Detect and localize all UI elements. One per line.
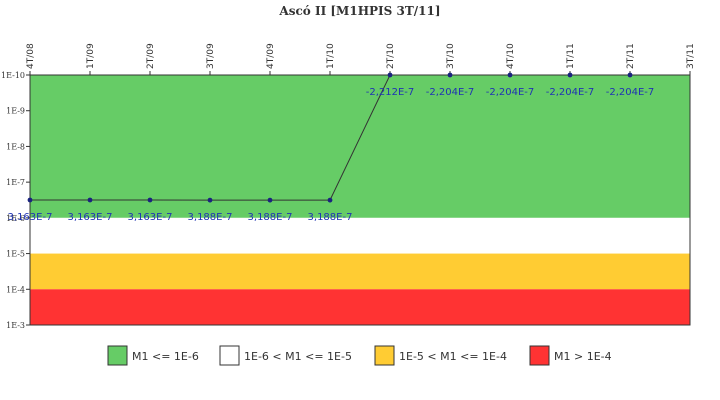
data-point [567, 72, 573, 78]
data-point [447, 72, 453, 78]
data-point [207, 197, 213, 203]
legend-swatch [107, 345, 128, 366]
data-point [387, 72, 393, 78]
data-label: 3,188E-7 [308, 212, 353, 223]
x-tick-label: 4T/09 [266, 43, 276, 69]
legend-label: M1 > 1E-4 [554, 350, 612, 363]
x-tick-label: 3T/10 [446, 43, 456, 69]
y-tick-label: 1E-4 [6, 285, 25, 294]
risk-bands [30, 75, 690, 325]
data-label: -2,204E-7 [546, 87, 595, 98]
data-point [27, 197, 33, 203]
data-label: 3,188E-7 [248, 212, 293, 223]
legend-label: 1E-5 < M1 <= 1E-4 [399, 350, 507, 363]
y-tick-label: 1E-10 [1, 71, 25, 80]
y-tick-label: 1E-9 [6, 107, 25, 116]
x-tick-label: 2T/10 [386, 43, 396, 69]
data-point [87, 197, 93, 203]
data-label: -2,212E-7 [366, 87, 415, 98]
data-point [147, 197, 153, 203]
data-label: 3,163E-7 [68, 212, 113, 223]
y-tick-label: 1E-7 [6, 178, 25, 187]
x-tick-label: 2T/09 [146, 43, 156, 69]
x-tick-label: 3T/09 [206, 43, 216, 69]
data-label: -2,204E-7 [426, 87, 475, 98]
data-label: 3,163E-7 [8, 212, 53, 223]
data-point [267, 197, 273, 203]
legend-label: M1 <= 1E-6 [132, 350, 199, 363]
legend: M1 <= 1E-6 1E-6 < M1 <= 1E-5 1E-5 < M1 <= … [107, 345, 612, 366]
legend-swatch [219, 345, 240, 366]
x-tick-label: 1T/09 [86, 43, 96, 69]
y-tick-label: 1E-3 [6, 321, 25, 330]
legend-label: 1E-6 < M1 <= 1E-5 [244, 350, 352, 363]
data-label: 3,188E-7 [188, 212, 233, 223]
data-label: -2,204E-7 [606, 87, 655, 98]
data-label: -2,204E-7 [486, 87, 535, 98]
band-3 [30, 289, 690, 325]
x-tick-label: 1T/10 [326, 43, 336, 69]
data-label: 3,163E-7 [128, 212, 173, 223]
data-point [507, 72, 513, 78]
legend-swatch [529, 345, 550, 366]
x-tick-label: 4T/08 [26, 43, 36, 69]
band-0 [30, 75, 690, 218]
x-tick-label: 2T/11 [626, 43, 636, 69]
band-2 [30, 253, 690, 290]
axes: 1E-10 1E-9 1E-8 1E-7 1E-6 1E-5 1E-4 1E-3 4T/08 1T… [1, 43, 696, 330]
data-point [327, 197, 333, 203]
x-tick-label: 4T/10 [506, 43, 516, 69]
y-tick-label: 1E-5 [6, 250, 25, 259]
y-tick-label: 1E-8 [6, 142, 25, 151]
x-tick-label: 1T/11 [566, 43, 576, 69]
series-line [27, 72, 633, 203]
x-tick-label: 3T/11 [686, 43, 696, 69]
legend-swatch [374, 345, 395, 366]
chart-title: Ascó II [M1HPIS 3T/11] [278, 4, 440, 18]
band-1 [30, 217, 690, 254]
data-point [627, 72, 633, 78]
data-labels: 3,163E-7 3,163E-7 3,163E-7 3,188E-7 3,188E-7… [8, 87, 655, 223]
y-tick-label: 1E-6 [6, 214, 25, 223]
